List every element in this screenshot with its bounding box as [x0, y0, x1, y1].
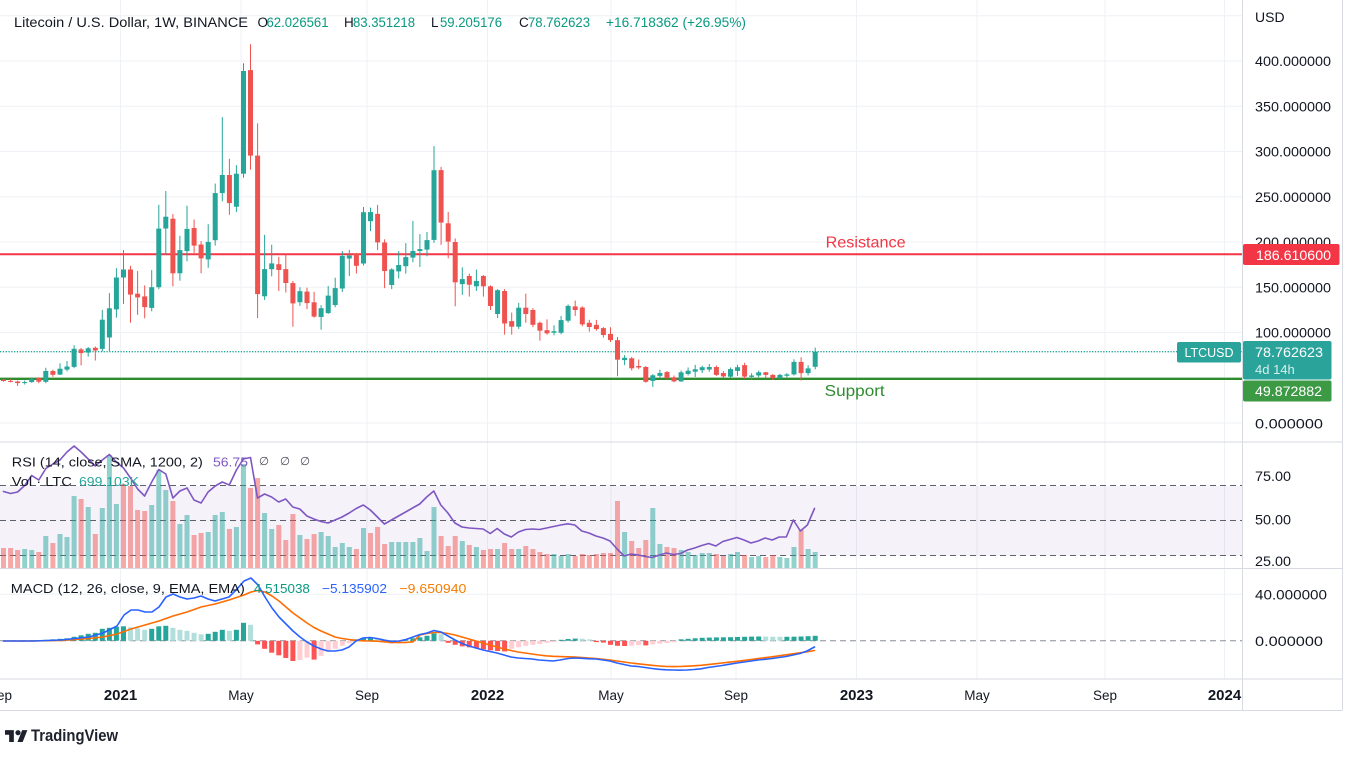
svg-text:25.00: 25.00 [1255, 553, 1291, 569]
svg-text:4d 14h: 4d 14h [1255, 362, 1295, 377]
svg-text:40.000000: 40.000000 [1255, 586, 1327, 602]
svg-text:Sep: Sep [0, 688, 12, 703]
svg-text:USD: USD [1255, 9, 1285, 25]
svg-text:Vol · LTC: Vol · LTC [12, 474, 72, 489]
svg-text:75.00: 75.00 [1255, 468, 1291, 484]
svg-text:0.000000: 0.000000 [1255, 633, 1323, 649]
svg-text:4.515038: 4.515038 [254, 581, 310, 596]
svg-text:186.610600: 186.610600 [1256, 247, 1331, 263]
svg-text:H: H [344, 15, 354, 30]
svg-text:699.103K: 699.103K [79, 474, 139, 489]
svg-text:83.351218: 83.351218 [353, 15, 415, 30]
svg-text:TradingView: TradingView [31, 726, 119, 745]
svg-text:78.762623: 78.762623 [528, 15, 590, 30]
svg-text:LTCUSD: LTCUSD [1185, 345, 1234, 360]
svg-text:−9.650940: −9.650940 [399, 581, 466, 596]
svg-text:Litecoin / U.S. Dollar, 1W, BI: Litecoin / U.S. Dollar, 1W, BINANCE [14, 15, 248, 30]
svg-text:+16.718362 (+26.95%): +16.718362 (+26.95%) [606, 15, 746, 30]
svg-text:O: O [258, 15, 269, 30]
svg-text:C: C [519, 15, 529, 30]
svg-text:Support: Support [825, 383, 886, 400]
svg-text:50.00: 50.00 [1255, 512, 1291, 528]
svg-text:250.000000: 250.000000 [1255, 189, 1331, 205]
svg-text:MACD (12, 26, close, 9, EMA, E: MACD (12, 26, close, 9, EMA, EMA) [11, 581, 245, 596]
svg-text:Sep: Sep [1093, 688, 1117, 703]
svg-text:400.000000: 400.000000 [1255, 53, 1331, 69]
svg-text:May: May [964, 688, 990, 703]
svg-text:49.872882: 49.872882 [1255, 383, 1322, 399]
svg-text:59.205176: 59.205176 [440, 15, 502, 30]
svg-text:56.75: 56.75 [213, 455, 248, 470]
svg-text:Sep: Sep [355, 688, 379, 703]
svg-text:2024: 2024 [1208, 687, 1242, 704]
svg-text:L: L [431, 15, 439, 30]
svg-text:0.000000: 0.000000 [1255, 416, 1323, 432]
svg-text:150.000000: 150.000000 [1255, 279, 1331, 295]
svg-text:Sep: Sep [724, 688, 748, 703]
svg-text:78.762623: 78.762623 [1255, 344, 1323, 360]
svg-text:2023: 2023 [840, 687, 873, 704]
svg-text:2022: 2022 [471, 687, 504, 704]
svg-text:RSI (14, close, SMA, 1200, 2): RSI (14, close, SMA, 1200, 2) [12, 455, 203, 470]
svg-text:∅: ∅ [259, 456, 269, 468]
svg-text:350.000000: 350.000000 [1255, 98, 1331, 114]
svg-text:300.000000: 300.000000 [1255, 144, 1331, 160]
svg-text:62.026561: 62.026561 [267, 15, 329, 30]
svg-text:Resistance: Resistance [826, 234, 906, 251]
svg-text:∅: ∅ [300, 456, 310, 468]
svg-text:2021: 2021 [104, 687, 137, 704]
svg-text:May: May [228, 688, 254, 703]
svg-text:−5.135902: −5.135902 [322, 581, 387, 596]
svg-text:∅: ∅ [280, 456, 290, 468]
svg-text:100.000000: 100.000000 [1255, 325, 1331, 341]
svg-text:May: May [598, 688, 624, 703]
